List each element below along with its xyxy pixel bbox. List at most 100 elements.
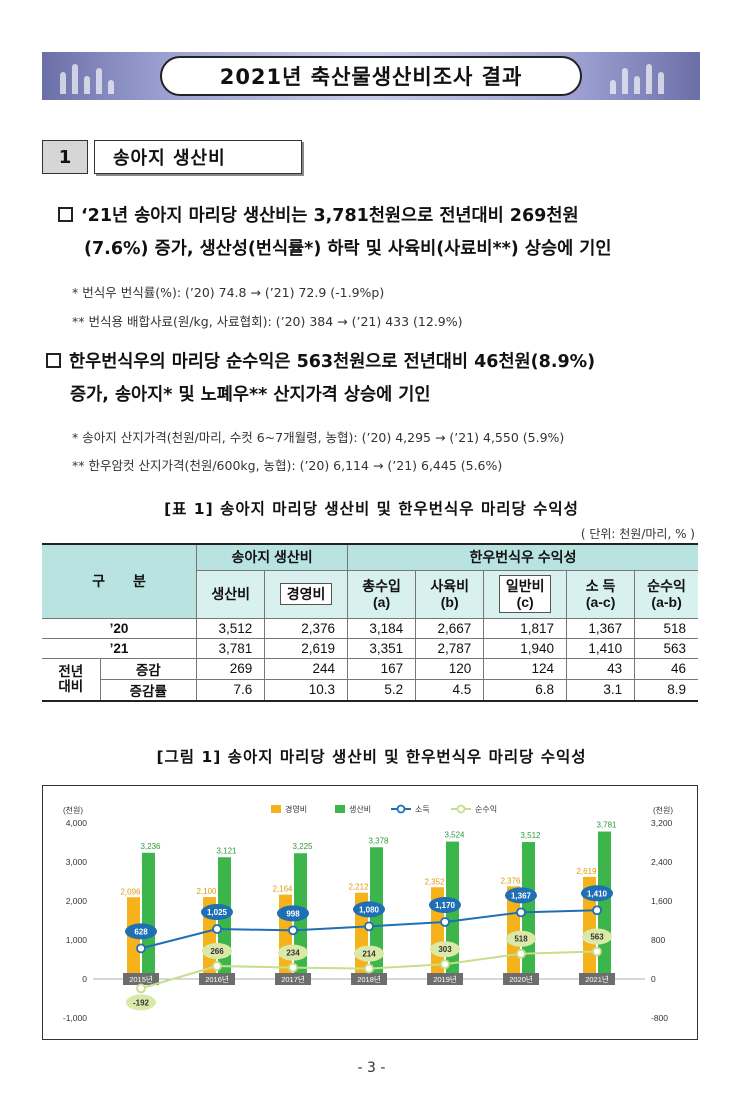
- combo-chart: (천원) (천원) 4,000 3,000 2,000 1,000 0 -1,000 3,200…: [63, 804, 673, 1023]
- x-tick-badge: [351, 973, 387, 985]
- y-tick-left: 1,000: [66, 935, 88, 945]
- table-group2-header: 한우번식우 수익성: [346, 543, 698, 571]
- y-tick-right: 1,600: [651, 896, 673, 906]
- bullet1-note1: * 번식우 번식률(%): (’20) 74.8 → (’21) 72.9 (-…: [72, 285, 385, 300]
- bullet-paragraph-2: 한우번식우의 마리당 순수익은 563천원으로 전년대비 46천원(8.9%) …: [46, 346, 696, 412]
- point-label-bg-net-profit: [278, 944, 308, 961]
- col-header-general-cost: 일반비 (c): [483, 569, 568, 619]
- point-label-income: 1,170: [435, 901, 456, 910]
- point-income: [136, 943, 146, 954]
- x-tick-label: 2020년: [509, 974, 533, 984]
- x-tick-label: 2017년: [281, 974, 305, 984]
- point-label-bg-net-profit: [126, 994, 156, 1011]
- point-label-bg-net-profit: [582, 928, 612, 945]
- x-tick-badge: [503, 973, 539, 985]
- legend-label: 순수익: [475, 804, 497, 814]
- section-title: 송아지 생산비: [94, 140, 302, 174]
- x-tick-label: 2019년: [433, 974, 457, 984]
- point-label-net-profit: 518: [514, 935, 528, 944]
- table-title: [표 1] 송아지 마리당 생산비 및 한우번식우 마리당 수익성: [164, 500, 579, 518]
- point-label-net-profit: 563: [590, 933, 604, 942]
- point-net-profit: [440, 959, 450, 970]
- bullet2-line1: 한우번식우의 마리당 순수익은 563천원으로 전년대비 46천원(8.9%): [69, 352, 596, 372]
- point-label-net-profit: -192: [133, 998, 150, 1007]
- point-income: [440, 917, 450, 927]
- banner-decoration-left: [60, 58, 140, 94]
- point-net-profit: [516, 948, 526, 959]
- bar-label-operating-cost: 2,100: [196, 887, 217, 896]
- x-tick-badge: [427, 973, 463, 985]
- bullet1-note2: ** 번식용 배합사료(원/kg, 사료협회): (’20) 384 → (’2…: [72, 314, 463, 329]
- checkbox-square-icon: [58, 207, 73, 222]
- table-group-header: 구 분: [42, 543, 198, 619]
- y-tick-left: 4,000: [66, 818, 88, 828]
- x-tick-label: 2018년: [357, 974, 381, 984]
- table-row: ’20 3,512 2,376 3,184 2,667 1,817 1,367 518: [42, 617, 698, 639]
- point-label-income: 1,080: [359, 905, 380, 914]
- table-row: 증감률 7.6 10.3 5.2 4.5 6.8 3.1 8.9: [42, 678, 698, 701]
- legend-label: 생산비: [349, 804, 371, 814]
- point-label-net-profit: 214: [362, 950, 376, 959]
- bar-label-production-cost: 3,781: [596, 821, 617, 830]
- y-tick-right: -800: [651, 1013, 668, 1023]
- bullet2-note1: * 송아지 산지가격(천원/마리, 수컷 6~7개월령, 농협): (’20) …: [72, 430, 565, 445]
- point-label-income: 628: [134, 927, 148, 936]
- point-label-income: 1,025: [207, 908, 228, 917]
- point-net-profit: [212, 961, 222, 971]
- y-axis-right-label: (천원): [653, 805, 673, 815]
- bar-label-production-cost: 3,225: [292, 842, 313, 851]
- title-banner: 2021년 축산물생산비조사 결과: [42, 52, 700, 100]
- chart-frame: (천원) (천원) 4,000 3,000 2,000 1,000 0 -1,000 3,200…: [42, 785, 698, 1040]
- bullet-paragraph-1: ‘21년 송아지 마리당 생산비는 3,781천원으로 전년대비 269천원 (…: [58, 200, 708, 266]
- bar-label-production-cost: 3,512: [520, 831, 541, 840]
- point-income: [212, 924, 222, 934]
- table-group1-header: 송아지 생산비: [196, 543, 348, 571]
- point-label-bg-income: [581, 885, 613, 902]
- bar-label-operating-cost: 2,164: [272, 885, 293, 894]
- legend-marker: [456, 804, 466, 814]
- point-label-bg-income: [277, 905, 309, 922]
- legend-label: 소득: [415, 805, 430, 814]
- bullet1-line2: (7.6%) 증가, 생산성(번식률*) 하락 및 사육비(사료비**) 상승에…: [84, 239, 612, 259]
- point-label-bg-income: [353, 901, 385, 918]
- bar-label-operating-cost: 2,619: [576, 867, 597, 876]
- table-row: 전년 대비 증감 269 244 167 120 124 43 46: [42, 657, 698, 701]
- y-tick-right: 3,200: [651, 818, 673, 828]
- bullet2-note2: ** 한우암컷 산지가격(천원/600kg, 농협): (’20) 6,114 …: [72, 458, 503, 473]
- x-tick-label: 2015년: [129, 974, 153, 984]
- point-income: [364, 921, 374, 932]
- bar-label-production-cost: 3,121: [216, 846, 237, 855]
- bullet2-line2: 증가, 송아지* 및 노폐우** 산지가격 상승에 기인: [70, 385, 431, 405]
- y-tick-right: 800: [651, 935, 665, 945]
- checkbox-square-icon: [46, 353, 61, 368]
- point-net-profit: [592, 946, 602, 957]
- point-label-bg-income: [125, 923, 157, 940]
- x-tick-label: 2021년: [585, 974, 609, 984]
- point-label-income: 998: [286, 909, 300, 918]
- bar-label-operating-cost: 2,376: [500, 876, 521, 885]
- bar-label-production-cost: 3,378: [368, 836, 389, 845]
- y-axis-left-label: (천원): [63, 805, 83, 815]
- y-tick-right: 2,400: [651, 857, 673, 867]
- y-tick-left: 3,000: [66, 857, 88, 867]
- col-header-net-profit: 순수익 (a-b): [634, 569, 698, 619]
- y-tick-right: 0: [651, 974, 656, 984]
- data-table: 구 분 송아지 생산비 한우번식우 수익성 생산비 경영비 총수입 (a) 사육비…: [42, 543, 698, 702]
- point-label-bg-income: [429, 896, 461, 913]
- legend-swatch: [271, 805, 281, 813]
- y-tick-left: 2,000: [66, 896, 88, 906]
- bar-label-operating-cost: 2,352: [424, 877, 445, 886]
- point-label-bg-income: [505, 887, 537, 904]
- x-tick-label: 2016년: [205, 974, 229, 984]
- point-label-bg-net-profit: [430, 941, 460, 958]
- col-header-operating-cost: 경영비: [264, 569, 348, 619]
- point-income: [288, 925, 298, 936]
- point-label-bg-income: [201, 904, 233, 921]
- col-header-production-cost: 생산비: [196, 569, 266, 619]
- bullet1-line1: ‘21년 송아지 마리당 생산비는 3,781천원으로 전년대비 269천원: [81, 206, 579, 226]
- point-label-income: 1,367: [511, 891, 532, 900]
- legend-marker: [396, 804, 406, 814]
- legend-swatch: [335, 805, 345, 813]
- y-tick-left: -1,000: [63, 1013, 87, 1023]
- bar-label-operating-cost: 2,096: [120, 887, 141, 896]
